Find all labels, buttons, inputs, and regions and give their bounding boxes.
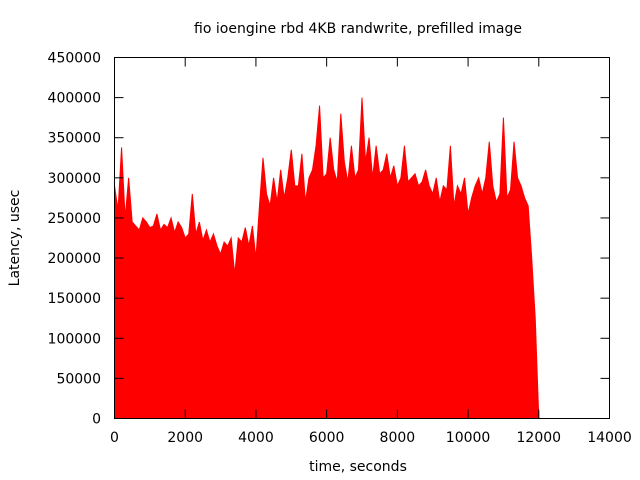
x-tick-label: 0 (110, 430, 119, 446)
x-axis-title: time, seconds (309, 459, 407, 475)
y-tick-label: 350000 (48, 131, 101, 147)
data-area (114, 97, 540, 419)
x-tick-label: 6000 (309, 430, 345, 446)
x-tick-label: 10000 (446, 430, 491, 446)
y-tick-label: 250000 (48, 211, 101, 227)
y-axis: 0 50000 100000 150000 200000 250000 300000 3500… (48, 51, 610, 428)
y-tick-label: 300000 (48, 171, 101, 187)
y-axis-title: Latency, usec (7, 190, 23, 287)
x-tick-label: 8000 (380, 430, 416, 446)
y-tick-label: 450000 (48, 51, 101, 67)
x-tick-label: 4000 (238, 430, 274, 446)
x-tick-label: 2000 (167, 430, 203, 446)
y-tick-label: 50000 (56, 371, 101, 387)
y-tick-label: 100000 (48, 331, 101, 347)
y-tick-label: 400000 (48, 91, 101, 107)
x-tick-label: 14000 (587, 430, 632, 446)
y-tick-label: 0 (92, 412, 101, 428)
y-tick-label: 200000 (48, 251, 101, 267)
chart-title: fio ioengine rbd 4KB randwrite, prefille… (194, 21, 522, 37)
y-tick-label: 150000 (48, 291, 101, 307)
plot-frame (114, 57, 610, 419)
x-tick-label: 12000 (517, 430, 562, 446)
x-axis: 0 2000 4000 6000 8000 10000 12000 14000 (110, 57, 632, 446)
plot-area (114, 97, 540, 419)
